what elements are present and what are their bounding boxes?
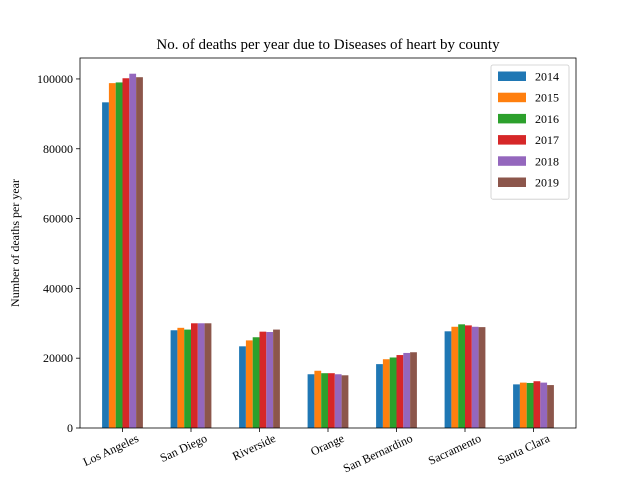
bar-sacramento-2014 bbox=[444, 331, 452, 428]
bar-santa-clara-2014 bbox=[513, 384, 520, 428]
bar-sacramento-2019 bbox=[478, 327, 486, 428]
bar-orange-2015 bbox=[314, 370, 322, 428]
bar-san-bernardino-2016 bbox=[389, 357, 397, 428]
bar-riverside-2017 bbox=[259, 331, 267, 428]
bar-riverside-2014 bbox=[239, 346, 246, 428]
bar-orange-2017 bbox=[328, 373, 335, 428]
bar-los-angeles-2014 bbox=[102, 102, 109, 428]
bar-san-bernardino-2018 bbox=[403, 352, 411, 428]
y-tick-label: 0 bbox=[67, 421, 73, 435]
bar-los-angeles-2016 bbox=[115, 82, 123, 429]
x-tick-label: San Diego bbox=[158, 431, 210, 465]
legend: 2014 2015 2016 2017 2018 2019 bbox=[490, 64, 570, 200]
legend-label-2014: 2014 bbox=[535, 70, 559, 84]
plot-frame bbox=[79, 57, 577, 429]
y-axis-label: Number of deaths per year bbox=[8, 179, 22, 307]
legend-label-2019: 2019 bbox=[535, 176, 559, 190]
bar-san-bernardino-2019 bbox=[410, 352, 417, 428]
bar-sacramento-2018 bbox=[471, 326, 479, 428]
bar-riverside-2015 bbox=[245, 340, 253, 428]
bar-orange-2019 bbox=[341, 375, 349, 428]
x-tick-label: Orange bbox=[308, 431, 346, 459]
legend-swatch-2014 bbox=[498, 71, 526, 81]
bar-santa-clara-2018 bbox=[540, 382, 548, 428]
chart-title: No. of deaths per year due to Diseases o… bbox=[156, 37, 500, 53]
bar-san-diego-2014 bbox=[170, 330, 178, 428]
bar-los-angeles-2019 bbox=[136, 77, 143, 428]
bar-sacramento-2016 bbox=[458, 324, 465, 428]
y-tick-label: 40000 bbox=[43, 281, 73, 295]
legend-label-2017: 2017 bbox=[535, 133, 559, 147]
y-axis: 0 20000 40000 60000 80000 100000 bbox=[37, 72, 80, 435]
bar-sacramento-2015 bbox=[451, 326, 459, 428]
bar-riverside-2019 bbox=[273, 329, 280, 428]
legend-swatch-2017 bbox=[498, 135, 526, 145]
bar-los-angeles-2015 bbox=[108, 83, 116, 428]
bar-sacramento-2017 bbox=[465, 325, 472, 428]
legend-swatch-2016 bbox=[498, 113, 526, 124]
x-tick-label: Los Angeles bbox=[81, 431, 141, 469]
bar-orange-2018 bbox=[334, 374, 342, 428]
x-tick-label: Sacramento bbox=[426, 431, 483, 468]
bar-santa-clara-2016 bbox=[526, 382, 534, 428]
bars-group bbox=[102, 73, 554, 429]
bar-los-angeles-2018 bbox=[129, 73, 137, 429]
bar-santa-clara-2019 bbox=[547, 385, 554, 428]
bar-san-bernardino-2017 bbox=[396, 355, 404, 428]
bar-riverside-2018 bbox=[266, 332, 274, 428]
y-tick-label: 80000 bbox=[43, 142, 73, 156]
y-tick-label: 20000 bbox=[43, 351, 73, 365]
bar-san-bernardino-2014 bbox=[376, 364, 383, 428]
bar-orange-2014 bbox=[307, 374, 315, 428]
x-tick-label: San Bernardino bbox=[341, 431, 415, 475]
bar-riverside-2016 bbox=[252, 337, 260, 428]
x-tick-label: Santa Clara bbox=[495, 431, 552, 467]
y-tick-label: 100000 bbox=[37, 72, 73, 86]
bar-san-diego-2018 bbox=[197, 323, 205, 428]
legend-label-2018: 2018 bbox=[535, 154, 559, 168]
bar-santa-clara-2015 bbox=[519, 382, 527, 428]
legend-label-2016: 2016 bbox=[535, 112, 559, 126]
legend-label-2015: 2015 bbox=[535, 91, 559, 105]
legend-swatch-2019 bbox=[498, 177, 526, 187]
bar-san-diego-2019 bbox=[204, 323, 212, 428]
bar-san-bernardino-2015 bbox=[382, 359, 390, 428]
y-tick-label: 60000 bbox=[43, 212, 73, 226]
bar-orange-2016 bbox=[321, 373, 328, 428]
x-tick-label: Riverside bbox=[230, 431, 278, 463]
legend-swatch-2015 bbox=[498, 92, 526, 103]
bar-san-diego-2015 bbox=[177, 327, 185, 428]
bar-santa-clara-2017 bbox=[533, 381, 541, 428]
bar-los-angeles-2017 bbox=[122, 78, 130, 428]
legend-swatch-2018 bbox=[498, 156, 526, 166]
bar-san-diego-2017 bbox=[191, 323, 198, 428]
bar-san-diego-2016 bbox=[184, 329, 191, 428]
